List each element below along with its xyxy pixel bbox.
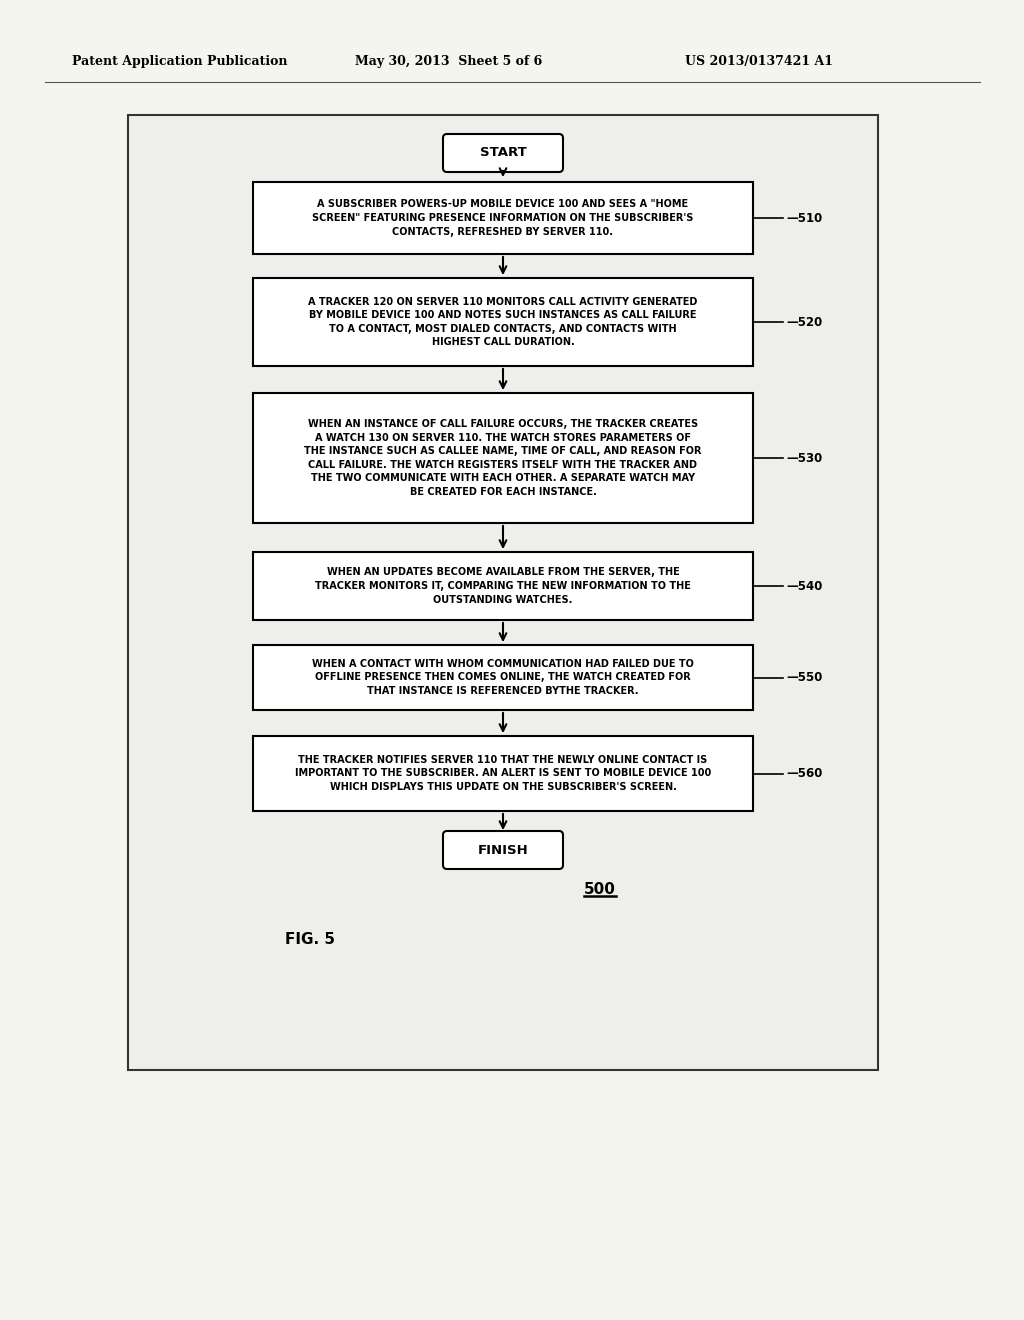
Text: Patent Application Publication: Patent Application Publication: [72, 55, 288, 69]
FancyBboxPatch shape: [443, 832, 563, 869]
Bar: [253, 393, 753, 523]
Bar: [253, 645, 753, 710]
Text: US 2013/0137421 A1: US 2013/0137421 A1: [685, 55, 833, 69]
Text: —530: —530: [786, 451, 822, 465]
Text: WHEN A CONTACT WITH WHOM COMMUNICATION HAD FAILED DUE TO
OFFLINE PRESENCE THEN C: WHEN A CONTACT WITH WHOM COMMUNICATION H…: [312, 659, 694, 696]
Bar: [253, 737, 753, 810]
Text: —550: —550: [786, 671, 822, 684]
Text: —540: —540: [786, 579, 822, 593]
Text: A TRACKER 120 ON SERVER 110 MONITORS CALL ACTIVITY GENERATED
BY MOBILE DEVICE 10: A TRACKER 120 ON SERVER 110 MONITORS CAL…: [308, 297, 697, 347]
Text: WHEN AN INSTANCE OF CALL FAILURE OCCURS, THE TRACKER CREATES
A WATCH 130 ON SERV: WHEN AN INSTANCE OF CALL FAILURE OCCURS,…: [304, 418, 701, 498]
Bar: [253, 182, 753, 253]
Bar: [253, 552, 753, 620]
Bar: [253, 279, 753, 366]
Text: 500: 500: [584, 882, 616, 898]
FancyBboxPatch shape: [443, 135, 563, 172]
Text: THE TRACKER NOTIFIES SERVER 110 THAT THE NEWLY ONLINE CONTACT IS
IMPORTANT TO TH: THE TRACKER NOTIFIES SERVER 110 THAT THE…: [295, 755, 711, 792]
Text: FINISH: FINISH: [477, 843, 528, 857]
Text: —520: —520: [786, 315, 822, 329]
Text: —510: —510: [786, 211, 822, 224]
Text: May 30, 2013  Sheet 5 of 6: May 30, 2013 Sheet 5 of 6: [355, 55, 543, 69]
Text: FIG. 5: FIG. 5: [285, 932, 335, 948]
Bar: [128, 115, 878, 1071]
Text: A SUBSCRIBER POWERS-UP MOBILE DEVICE 100 AND SEES A "HOME
SCREEN" FEATURING PRES: A SUBSCRIBER POWERS-UP MOBILE DEVICE 100…: [312, 199, 693, 236]
Text: —560: —560: [786, 767, 822, 780]
Text: START: START: [479, 147, 526, 160]
Bar: [0, 0, 1024, 95]
Text: WHEN AN UPDATES BECOME AVAILABLE FROM THE SERVER, THE
TRACKER MONITORS IT, COMPA: WHEN AN UPDATES BECOME AVAILABLE FROM TH…: [315, 568, 691, 605]
